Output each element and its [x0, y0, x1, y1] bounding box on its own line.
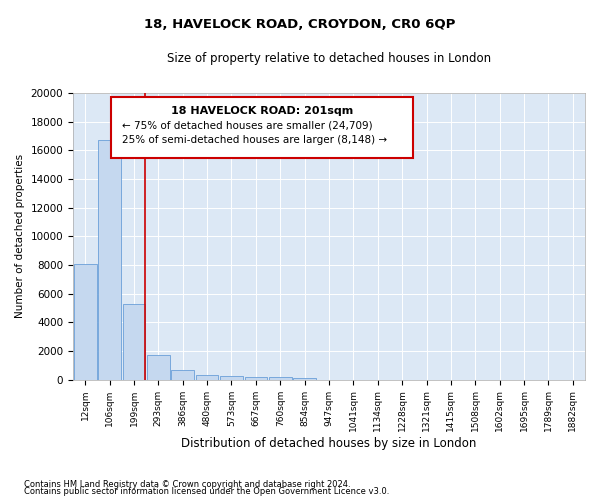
Text: 25% of semi-detached houses are larger (8,148) →: 25% of semi-detached houses are larger (… [122, 134, 387, 144]
Text: 18 HAVELOCK ROAD: 201sqm: 18 HAVELOCK ROAD: 201sqm [172, 106, 353, 116]
Bar [196, 374, 218, 380]
Bar [269, 377, 292, 380]
Bar [98, 140, 121, 380]
Bar [74, 264, 97, 380]
Bar [172, 370, 194, 380]
Bar [122, 304, 145, 380]
Bar [245, 377, 267, 380]
Bar [220, 376, 243, 380]
X-axis label: Distribution of detached houses by size in London: Distribution of detached houses by size … [181, 437, 477, 450]
Text: 18, HAVELOCK ROAD, CROYDON, CR0 6QP: 18, HAVELOCK ROAD, CROYDON, CR0 6QP [145, 18, 455, 30]
Text: ← 75% of detached houses are smaller (24,709): ← 75% of detached houses are smaller (24… [122, 120, 372, 130]
Title: Size of property relative to detached houses in London: Size of property relative to detached ho… [167, 52, 491, 66]
Text: Contains HM Land Registry data © Crown copyright and database right 2024.: Contains HM Land Registry data © Crown c… [24, 480, 350, 489]
FancyBboxPatch shape [112, 98, 413, 158]
Y-axis label: Number of detached properties: Number of detached properties [15, 154, 25, 318]
Text: Contains public sector information licensed under the Open Government Licence v3: Contains public sector information licen… [24, 487, 389, 496]
Bar [147, 354, 170, 380]
Bar [293, 378, 316, 380]
